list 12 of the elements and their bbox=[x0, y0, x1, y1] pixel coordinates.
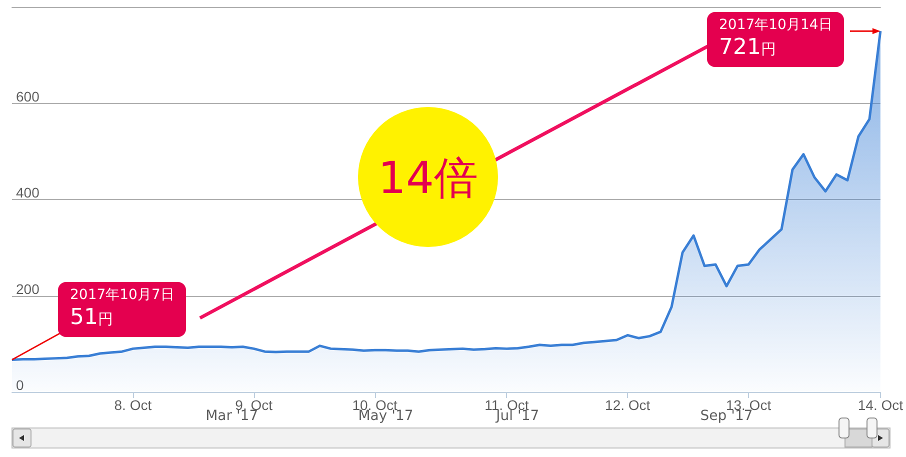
y-tick-label: 0 bbox=[16, 377, 24, 393]
annotation: 2017年10月7日 bbox=[70, 286, 174, 304]
x-tick-label: 12. Oct bbox=[605, 397, 650, 413]
x-tick-label: 8. Oct bbox=[114, 397, 152, 413]
x-tick-label: 14. Oct bbox=[858, 397, 904, 413]
annotation: 2017年10月14日 bbox=[719, 16, 832, 34]
annotation: 51円 bbox=[70, 304, 114, 332]
y-tick-label: 200 bbox=[16, 280, 40, 297]
annotation: 721円 bbox=[719, 34, 777, 62]
annotation: 14倍 bbox=[378, 153, 478, 204]
y-tick-label: 600 bbox=[16, 88, 40, 104]
y-tick-label: 400 bbox=[16, 184, 40, 200]
